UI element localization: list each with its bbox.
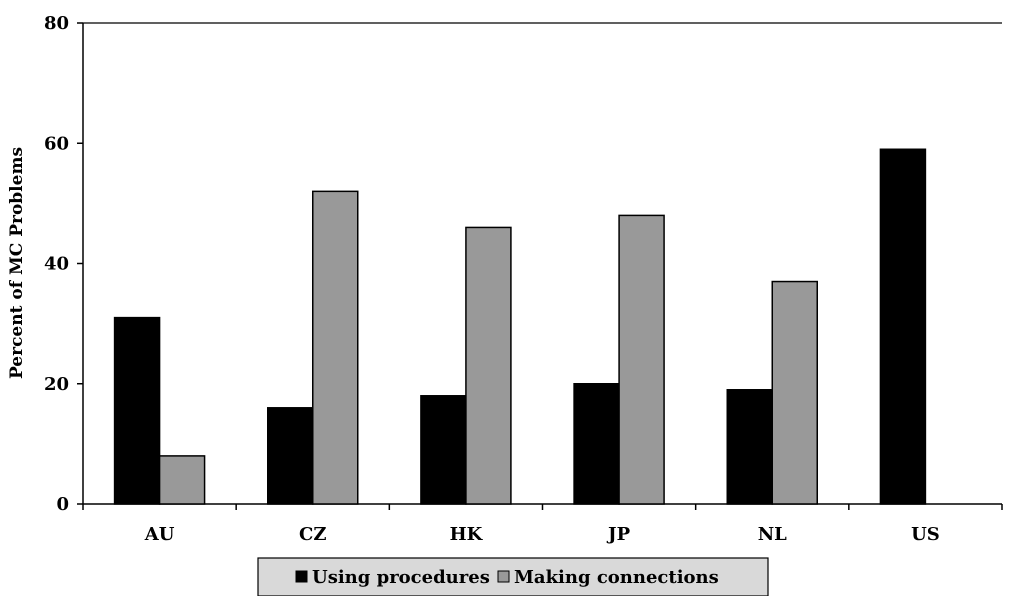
y-tick-label: 0 bbox=[56, 494, 69, 515]
y-tick-label: 60 bbox=[44, 133, 69, 154]
x-category-label: HK bbox=[450, 524, 484, 545]
y-axis-title-group: Percent of MC Problems bbox=[7, 147, 27, 379]
y-tick-label: 20 bbox=[44, 374, 69, 395]
legend-label-making-connections: Making connections bbox=[514, 567, 719, 588]
x-category-label: US bbox=[911, 524, 940, 545]
legend-label-using-procedures: Using procedures bbox=[312, 567, 490, 588]
bar-using-procedures-cz bbox=[267, 407, 314, 505]
bar-making-connections-nl bbox=[771, 280, 818, 505]
bars bbox=[113, 148, 927, 505]
bar-making-connections-hk bbox=[465, 226, 512, 505]
legend-swatch-making-connections bbox=[497, 570, 510, 583]
x-category-label: JP bbox=[606, 524, 631, 545]
bar-using-procedures-jp bbox=[573, 383, 620, 505]
y-tick-label: 40 bbox=[44, 254, 69, 275]
bar-using-procedures-au bbox=[113, 316, 161, 505]
bar-making-connections-jp bbox=[618, 214, 665, 505]
x-axis-category-labels: AU CZ HK JP NL US bbox=[144, 524, 940, 545]
y-tick-label: 80 bbox=[44, 13, 69, 34]
bar-using-procedures-nl bbox=[726, 389, 773, 505]
y-axis-title: Percent of MC Problems bbox=[7, 147, 27, 379]
x-category-label: CZ bbox=[299, 524, 326, 545]
bar-using-procedures-us bbox=[879, 148, 927, 505]
bar-making-connections-au bbox=[158, 455, 206, 505]
y-axis-ticks: 0 20 40 60 80 bbox=[44, 13, 1003, 515]
legend-swatch-using-procedures bbox=[295, 570, 308, 583]
bar-making-connections-cz bbox=[312, 190, 359, 505]
legend: Using procedures Making connections bbox=[257, 557, 769, 597]
bar-using-procedures-hk bbox=[420, 395, 467, 505]
x-category-label: NL bbox=[758, 524, 787, 545]
legend-box bbox=[257, 557, 769, 597]
x-category-label: AU bbox=[144, 524, 175, 545]
plot-area bbox=[82, 22, 1002, 505]
